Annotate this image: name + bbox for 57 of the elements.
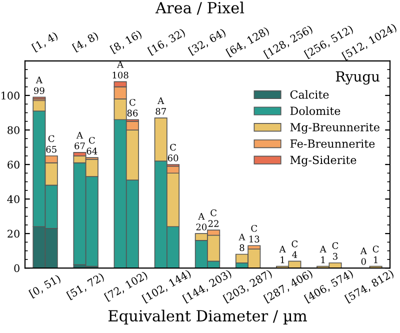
y-tick-label: 0	[14, 264, 20, 272]
x-tick-label: C	[88, 136, 95, 144]
text: [0, 51)	[28, 274, 62, 299]
y-tick-label: 40	[7, 195, 20, 204]
total-label: 67	[74, 142, 85, 150]
x-tick-label: A	[158, 97, 164, 104]
legend-label: Dolomite	[290, 106, 340, 116]
x-tick-label: A	[198, 213, 205, 220]
y-tick-label: 60	[8, 160, 20, 169]
total-label: 8	[240, 244, 244, 252]
x-tick-label: C	[130, 98, 136, 106]
legend-title: Ryugu	[336, 71, 380, 85]
y-tick-label: 20	[8, 230, 20, 238]
text: [4, 8)	[72, 31, 100, 53]
total-label: 0	[361, 258, 366, 265]
total-label: 65	[46, 146, 56, 153]
y-tick-label: 100	[2, 92, 20, 100]
total-label: 1	[374, 256, 378, 264]
total-label: 99	[34, 87, 44, 94]
x-tick-label: A	[320, 246, 326, 252]
x-tick-label: A	[36, 76, 43, 84]
total-label: 87	[156, 108, 166, 115]
total-label: 1	[280, 256, 284, 264]
x-axis-title: Equivalent Diameter / µm	[108, 310, 307, 325]
total-label: 22	[208, 220, 218, 227]
total-label: 1	[321, 256, 325, 264]
x-tick-label: A	[360, 248, 367, 254]
x-tick-label: C	[210, 209, 216, 216]
legend-label: Fe-Breunnerite	[290, 139, 375, 148]
x-tick-label: C	[48, 135, 54, 142]
text: [32, 64)	[188, 28, 227, 56]
total-label: 3	[333, 252, 338, 260]
legend-label: Mg-Siderite	[290, 156, 356, 166]
x-tick-label: A	[238, 234, 246, 240]
x-tick-label: C	[170, 144, 176, 151]
total-label: 86	[127, 110, 138, 116]
x-tick-label: A	[116, 61, 124, 68]
y-tick-label: 80	[8, 126, 20, 134]
text: [16, 32)	[147, 28, 186, 56]
text: [1, 4)	[31, 31, 59, 53]
x-tick-label: A	[279, 246, 286, 252]
total-label: 60	[168, 154, 178, 162]
text: [51, 72)	[66, 272, 106, 300]
legend-label: Calcite	[290, 90, 329, 99]
x-tick-label: C	[332, 242, 338, 250]
x2-axis-title: Area / Pixel	[155, 2, 244, 15]
total-label: 108	[112, 72, 128, 79]
total-label: 4	[292, 251, 298, 258]
total-label: 13	[249, 236, 260, 242]
total-label: 20	[196, 224, 207, 230]
x-tick-label: C	[372, 246, 379, 253]
legend-label: Mg-Breunnerite	[290, 123, 380, 134]
x-tick-label: C	[292, 240, 298, 248]
total-label: 64	[86, 148, 98, 154]
x-tick-label: A	[76, 132, 84, 138]
text: [8, 16)	[110, 30, 143, 54]
x-tick-label: C	[251, 224, 258, 232]
